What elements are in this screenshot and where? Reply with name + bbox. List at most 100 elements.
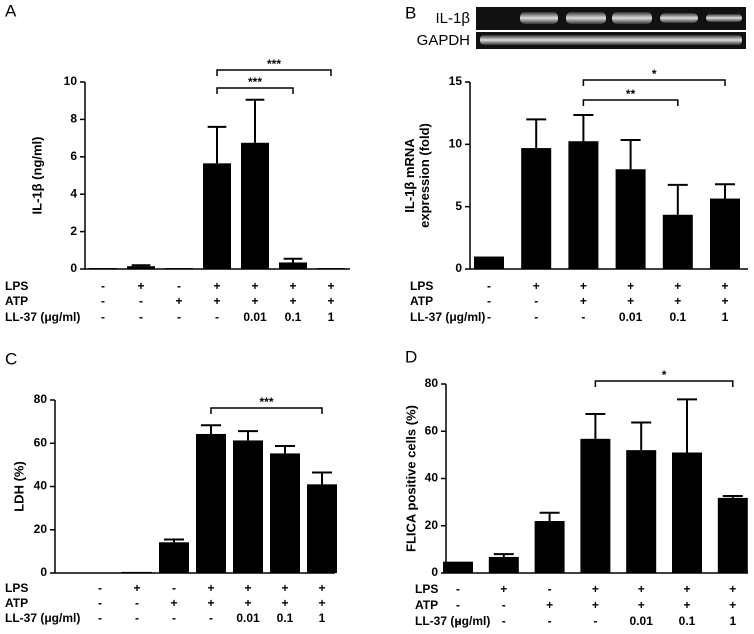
bar — [241, 142, 269, 269]
row-cell: - — [177, 310, 181, 324]
row-cell: - — [135, 611, 139, 625]
row-cell: + — [137, 279, 144, 293]
row-cell: - — [548, 614, 552, 628]
y-axis-label: IL-1β mRNA — [402, 138, 417, 213]
row-label: LPS — [5, 279, 28, 293]
row-cell: + — [638, 582, 645, 596]
gel-label: GAPDH — [417, 32, 470, 49]
bar — [159, 542, 189, 573]
bar — [662, 214, 693, 269]
row-cell: - — [487, 279, 491, 293]
row-cell: - — [209, 611, 213, 625]
row-cell: + — [592, 582, 599, 596]
row-cell: + — [683, 598, 690, 612]
bar — [233, 440, 263, 573]
significance-bracket — [594, 380, 734, 387]
row-cell: + — [289, 279, 296, 293]
significance-label: * — [662, 368, 667, 382]
row-label: ATP — [410, 294, 433, 308]
y-tick-label: 20 — [425, 518, 439, 532]
row-cell: - — [98, 596, 102, 610]
bar — [317, 268, 345, 269]
row-cell: + — [627, 294, 634, 308]
row-cell: + — [533, 279, 540, 293]
row-cell: + — [281, 581, 288, 595]
row-cell: + — [638, 598, 645, 612]
bar — [279, 262, 307, 269]
panel-label: C — [5, 349, 17, 368]
row-cell: + — [244, 596, 251, 610]
row-label: ATP — [5, 596, 28, 610]
bar — [615, 169, 646, 269]
bar — [127, 266, 155, 269]
y-tick-label: 0 — [455, 261, 462, 275]
bar — [307, 484, 337, 573]
row-cell: 0.1 — [679, 614, 696, 628]
y-tick-label: 0 — [70, 261, 77, 275]
row-cell: + — [721, 279, 728, 293]
row-cell: 1 — [729, 614, 736, 628]
row-cell: + — [580, 279, 587, 293]
y-tick-label: 0 — [431, 565, 438, 579]
row-cell: + — [580, 294, 587, 308]
significance-label: ** — [626, 87, 636, 101]
row-cell: + — [674, 279, 681, 293]
row-cell: - — [177, 279, 181, 293]
row-cell: + — [213, 279, 220, 293]
bar — [568, 141, 599, 269]
row-cell: + — [207, 596, 214, 610]
bar — [672, 452, 702, 573]
bar — [710, 198, 740, 269]
row-cell: + — [251, 294, 258, 308]
bar — [488, 556, 519, 573]
row-cell: + — [327, 279, 334, 293]
row-cell: + — [729, 582, 736, 596]
y-tick-label: 40 — [425, 471, 439, 485]
row-cell: + — [133, 581, 140, 595]
y-axis-label: LDH (%) — [11, 461, 26, 512]
y-tick-label: 5 — [455, 199, 462, 213]
significance-label: *** — [267, 57, 281, 71]
panel-label: D — [405, 347, 417, 366]
significance-bracket — [210, 407, 323, 414]
bar — [521, 148, 552, 269]
row-cell: - — [581, 310, 585, 324]
y-axis-label: FLICA positive cells (%) — [403, 405, 418, 552]
row-cell: + — [213, 294, 220, 308]
row-cell: 0.01 — [619, 310, 643, 324]
row-label: ATP — [415, 598, 438, 612]
row-cell: - — [548, 582, 552, 596]
bar — [626, 450, 657, 573]
row-cell: - — [502, 614, 506, 628]
row-cell: - — [172, 581, 176, 595]
significance-label: *** — [248, 75, 262, 89]
row-cell: + — [318, 581, 325, 595]
row-cell: - — [534, 310, 538, 324]
row-cell: 1 — [319, 611, 326, 625]
bar — [534, 521, 565, 573]
y-tick-label: 20 — [34, 522, 48, 536]
panel-label: A — [5, 1, 17, 20]
row-label: LPS — [5, 581, 28, 595]
y-tick-label: 8 — [70, 112, 77, 126]
y-tick-label: 4 — [70, 186, 77, 200]
y-axis-label: IL-1β (ng/ml) — [29, 137, 44, 215]
bar — [270, 453, 300, 573]
row-cell: 0.01 — [243, 310, 267, 324]
row-cell: + — [546, 598, 553, 612]
row-cell: - — [456, 598, 460, 612]
row-cell: - — [534, 294, 538, 308]
row-label: LPS — [415, 582, 438, 596]
bar — [89, 268, 117, 269]
row-cell: + — [170, 596, 177, 610]
y-tick-label: 6 — [70, 149, 77, 163]
row-cell: - — [98, 581, 102, 595]
row-cell: + — [175, 294, 182, 308]
row-cell: + — [251, 279, 258, 293]
bar — [717, 497, 748, 573]
row-cell: - — [593, 614, 597, 628]
bar — [196, 433, 226, 573]
row-cell: + — [207, 581, 214, 595]
row-cell: 0.1 — [669, 310, 686, 324]
row-cell: - — [135, 596, 139, 610]
